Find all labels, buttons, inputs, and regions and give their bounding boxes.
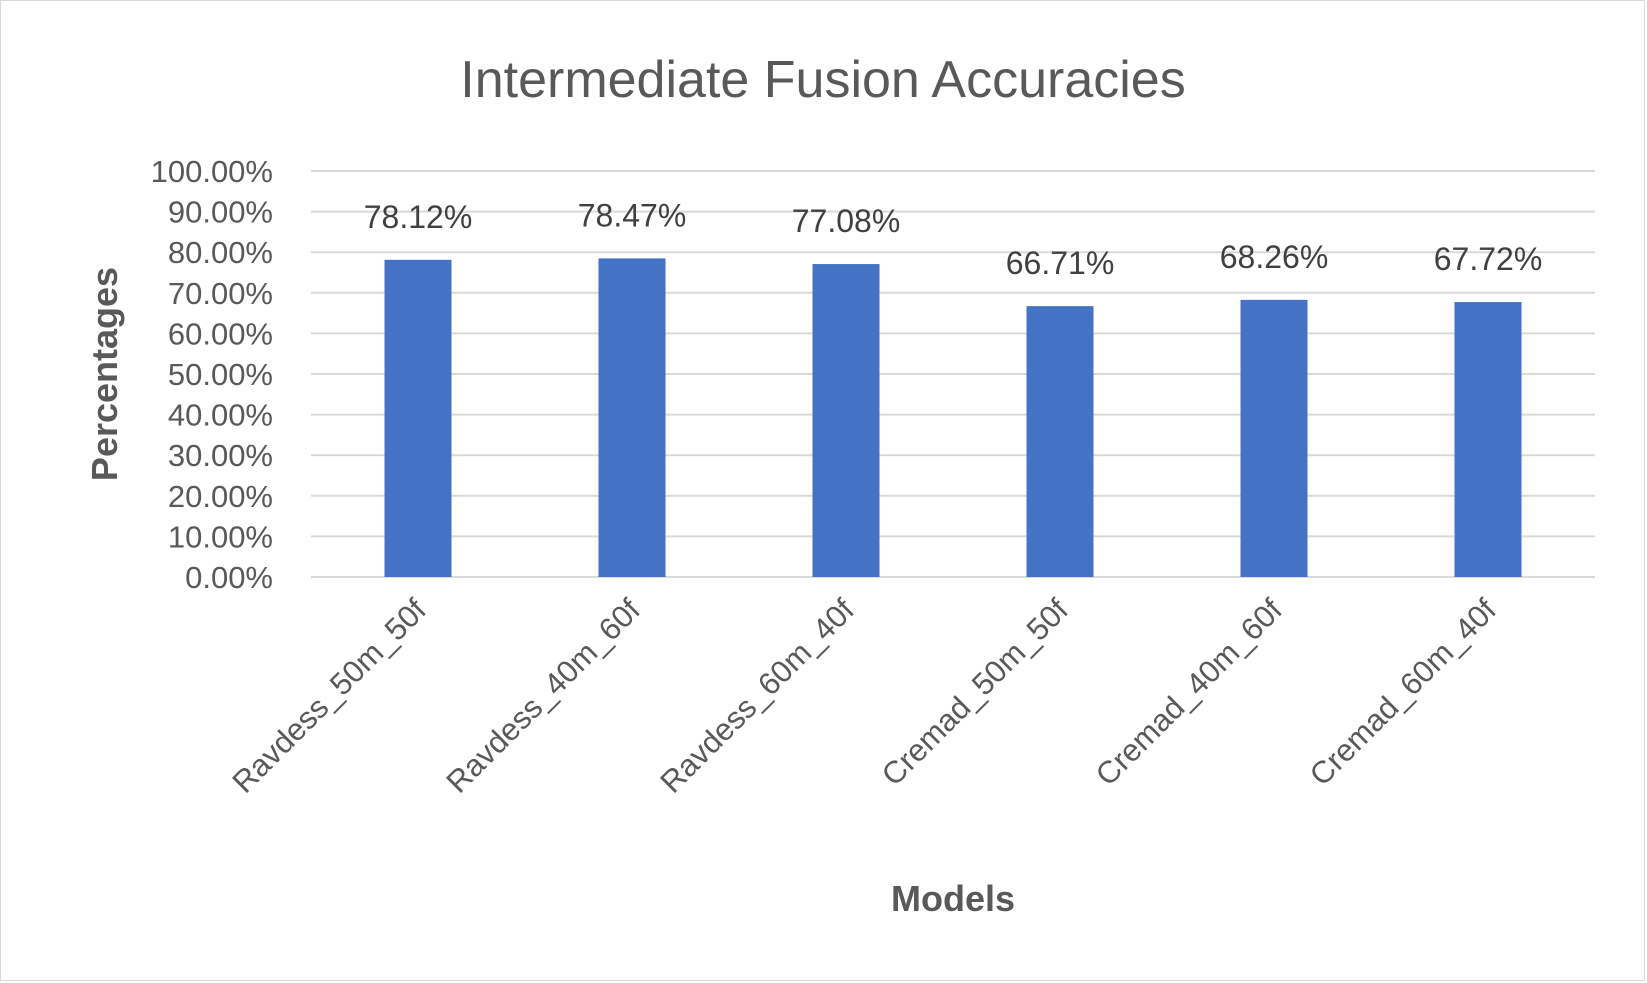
x-tick-label: Ravdess_50m_50f — [225, 592, 433, 800]
y-tick-label: 80.00% — [168, 235, 273, 270]
bar — [1240, 299, 1308, 577]
x-tick-label: Cremad_40m_60f — [1089, 592, 1289, 792]
bars — [384, 258, 1522, 577]
data-label: 66.71% — [1006, 245, 1115, 281]
chart-title: Intermediate Fusion Accuracies — [460, 51, 1185, 109]
data-label: 77.08% — [792, 203, 901, 239]
y-tick-label: 90.00% — [168, 195, 273, 230]
y-tick-label: 20.00% — [168, 479, 273, 514]
y-tick-label: 50.00% — [168, 357, 273, 392]
x-axis-title: Models — [891, 878, 1015, 919]
data-label: 67.72% — [1434, 241, 1543, 277]
x-axis-categories: Ravdess_50m_50f Ravdess_40m_60f Ravdess_60… — [225, 592, 1503, 800]
y-tick-label: 10.00% — [168, 519, 273, 554]
y-tick-label: 60.00% — [168, 316, 273, 351]
data-labels: 78.12% 78.47% 77.08% 66.71% 68.26% 67.72% — [364, 197, 1543, 281]
y-tick-label: 0.00% — [185, 560, 273, 595]
bar — [812, 264, 880, 577]
data-label: 78.47% — [578, 197, 687, 233]
gridlines — [311, 170, 1595, 578]
bar — [598, 258, 666, 577]
data-label: 68.26% — [1220, 239, 1329, 275]
x-tick-label: Ravdess_40m_60f — [439, 592, 647, 800]
x-tick-label: Ravdess_60m_40f — [653, 592, 861, 800]
bar — [1026, 306, 1094, 577]
y-tick-label: 40.00% — [168, 398, 273, 433]
y-axis-title: Percentages — [84, 267, 125, 481]
x-tick-label: Cremad_50m_50f — [875, 592, 1075, 792]
data-label: 78.12% — [364, 199, 473, 235]
bar — [1454, 302, 1522, 577]
y-tick-label: 70.00% — [168, 276, 273, 311]
y-tick-label: 30.00% — [168, 438, 273, 473]
y-axis-ticks: 0.00% 10.00% 20.00% 30.00% 40.00% 50.00% 60.00… — [151, 154, 273, 595]
x-tick-label: Cremad_60m_40f — [1303, 592, 1503, 792]
y-tick-label: 100.00% — [151, 154, 273, 189]
bar — [384, 259, 452, 577]
